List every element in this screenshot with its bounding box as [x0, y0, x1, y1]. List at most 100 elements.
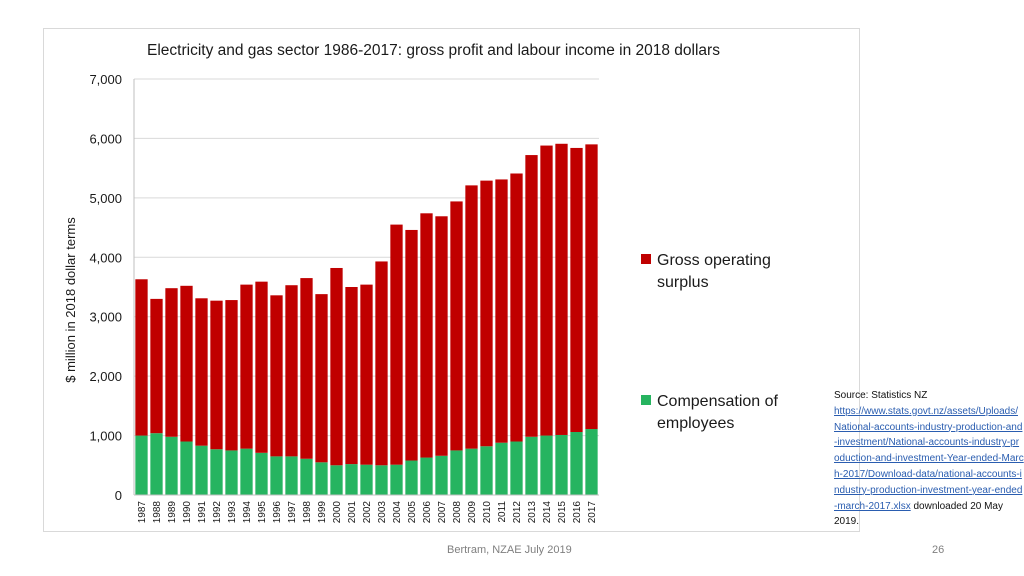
bar-surplus [480, 180, 493, 447]
x-tick-label: 1990 [182, 501, 193, 524]
x-tick-label: 2004 [392, 501, 403, 524]
bar-surplus [570, 147, 583, 433]
bar-compensation [570, 432, 583, 495]
bar-compensation [195, 445, 208, 495]
bar-compensation [210, 449, 223, 495]
legend-swatch [641, 254, 651, 264]
x-tick-label: 1992 [212, 501, 223, 524]
bar-compensation [435, 455, 448, 495]
x-tick-label: 2003 [377, 501, 388, 524]
bar-compensation [465, 448, 478, 495]
x-tick-label: 1997 [287, 501, 298, 524]
y-tick-label: 4,000 [89, 250, 122, 265]
bar-compensation [360, 464, 373, 495]
stacked-bar-chart: Electricity and gas sector 1986-2017: gr… [63, 42, 779, 524]
x-tick-label: 2001 [347, 501, 358, 524]
bar-surplus [345, 287, 358, 465]
y-axis-title: $ million in 2018 dollar terms [63, 217, 78, 383]
bar-surplus [405, 229, 418, 461]
bar-compensation [405, 460, 418, 495]
bar-compensation [585, 429, 598, 495]
x-tick-label: 2010 [482, 501, 493, 524]
bar-surplus [390, 224, 403, 465]
bar-surplus [180, 285, 193, 442]
y-tick-label: 1,000 [89, 429, 122, 444]
bar-surplus [285, 285, 298, 457]
x-tick-label: 1988 [152, 501, 163, 524]
bar-compensation [330, 465, 343, 495]
bar-compensation [255, 452, 268, 495]
bar-compensation [315, 462, 328, 495]
x-tick-label: 2008 [452, 501, 463, 524]
bar-compensation [555, 434, 568, 495]
bar-compensation [420, 457, 433, 495]
x-tick-label: 2011 [497, 501, 508, 523]
legend-label: Gross operating [657, 252, 771, 269]
y-tick-label: 3,000 [89, 310, 122, 325]
x-tick-label: 2007 [437, 501, 448, 524]
bar-surplus [240, 284, 253, 449]
y-axis-ticks: 0 1,000 2,000 3,000 4,000 5,000 6,000 7,000 [89, 72, 122, 503]
x-tick-label: 1998 [302, 501, 313, 524]
bar-surplus [525, 155, 538, 437]
bar-surplus [495, 179, 508, 443]
chart-title: Electricity and gas sector 1986-2017: gr… [147, 42, 720, 59]
bar-surplus [555, 143, 568, 435]
bar-surplus [135, 279, 148, 436]
x-tick-label: 2000 [332, 501, 343, 524]
x-tick-label: 1996 [272, 501, 283, 524]
legend-label: Compensation of [657, 393, 779, 410]
bar-surplus [435, 216, 448, 456]
source-link[interactable]: https://www.stats.govt.nz/assets/Uploads… [834, 405, 1024, 512]
bar-surplus [450, 201, 463, 451]
bar-compensation [240, 448, 253, 495]
bar-compensation [390, 464, 403, 495]
bar-compensation [135, 435, 148, 495]
bar-surplus [210, 300, 223, 450]
x-tick-label: 2002 [362, 501, 373, 524]
x-tick-label: 2015 [557, 501, 568, 524]
source-suffix: downloaded 20 May 2019. [834, 500, 1003, 528]
bar-compensation [480, 446, 493, 495]
bar-surplus [465, 185, 478, 449]
bar-compensation [150, 433, 163, 495]
bar-compensation [450, 450, 463, 495]
bar-surplus [375, 261, 388, 466]
x-tick-label: 2012 [512, 501, 523, 524]
x-tick-label: 2017 [587, 501, 598, 524]
legend-label: employees [657, 415, 734, 432]
bar-compensation [510, 441, 523, 495]
legend-swatch [641, 395, 651, 405]
y-tick-label: 0 [115, 488, 122, 503]
page-number: 26 [932, 544, 945, 556]
bar-compensation [540, 435, 553, 495]
x-tick-label: 1999 [317, 501, 328, 524]
x-tick-label: 1994 [242, 501, 253, 524]
bar-surplus [585, 144, 598, 430]
x-tick-label: 2009 [467, 501, 478, 524]
source-note: Source: Statistics NZ https://www.stats.… [834, 388, 1024, 530]
bar-compensation [165, 436, 178, 495]
bar-surplus [360, 284, 373, 465]
y-tick-label: 2,000 [89, 369, 122, 384]
bar-compensation [525, 436, 538, 495]
legend-label: surplus [657, 274, 709, 291]
y-tick-label: 6,000 [89, 131, 122, 146]
bar-compensation [225, 450, 238, 495]
x-tick-label: 2006 [422, 501, 433, 524]
bar-surplus [330, 267, 343, 466]
bar-compensation [180, 441, 193, 495]
bar-compensation [270, 456, 283, 495]
x-tick-label: 2005 [407, 501, 418, 524]
bar-surplus [270, 295, 283, 457]
x-tick-label: 1991 [197, 501, 208, 524]
bar-surplus [510, 173, 523, 442]
bar-surplus [150, 298, 163, 434]
footer-text: Bertram, NZAE July 2019 [447, 544, 572, 556]
bar-compensation [300, 458, 313, 495]
bar-compensation [285, 456, 298, 495]
bar-surplus [255, 281, 268, 453]
x-tick-label: 1987 [137, 501, 148, 524]
x-tick-label: 2016 [572, 501, 583, 524]
source-label: Source: Statistics NZ [834, 390, 928, 401]
